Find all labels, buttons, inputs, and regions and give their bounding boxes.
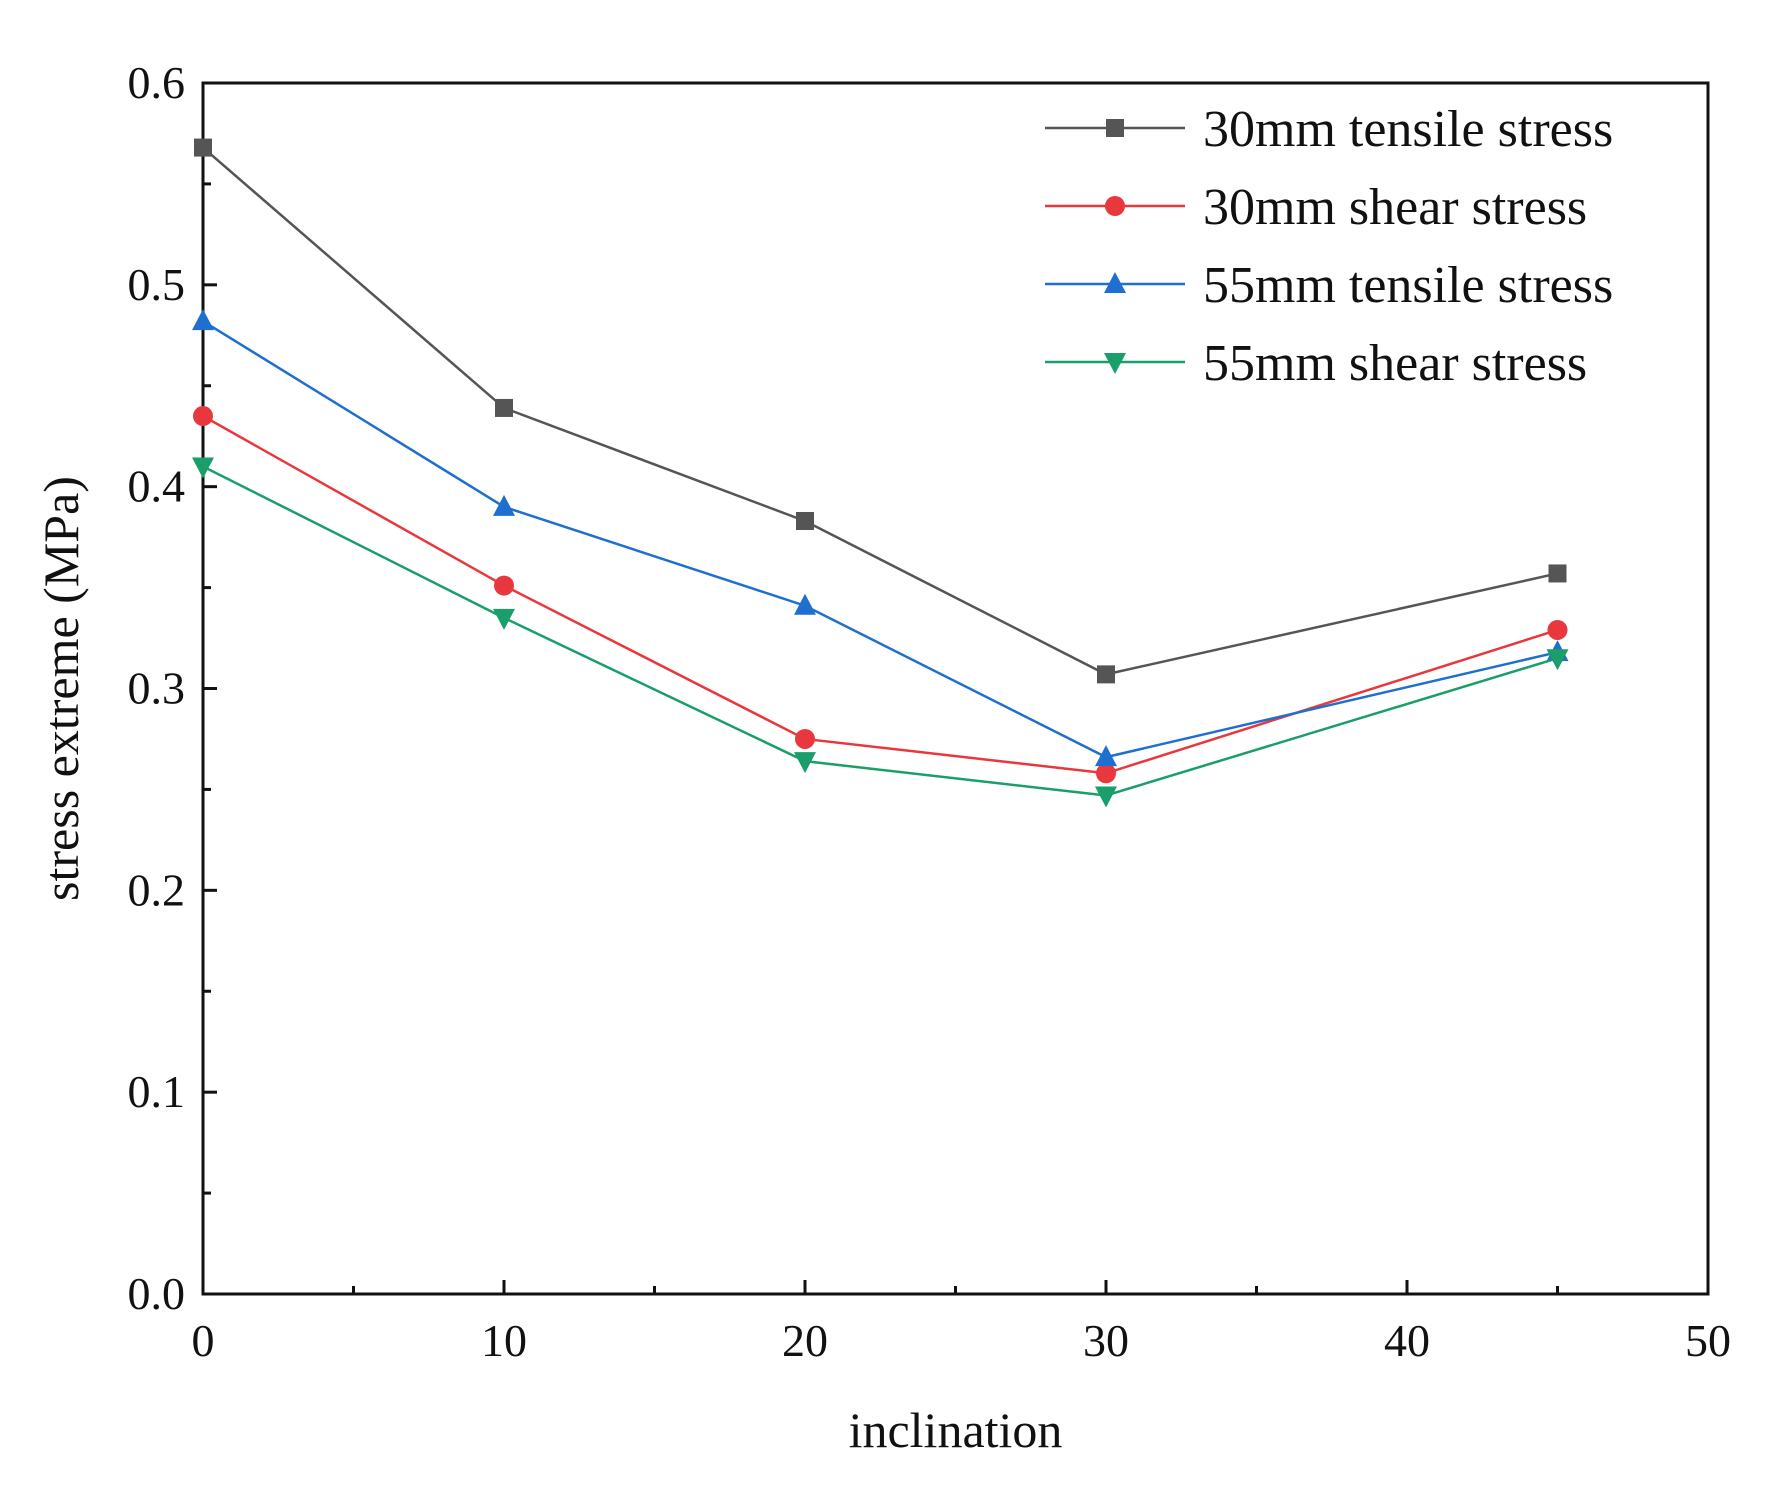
data-point	[495, 398, 513, 417]
data-point	[192, 457, 214, 479]
data-point	[1095, 786, 1117, 808]
data-point	[1548, 564, 1567, 583]
series-2	[193, 406, 1568, 784]
data-point	[794, 752, 816, 774]
legend-label: 30mm tensile stress	[1203, 101, 1613, 158]
y-tick-label: 0.1	[128, 1066, 186, 1117]
legend-label: 55mm shear stress	[1203, 335, 1587, 392]
data-point	[1096, 763, 1116, 784]
x-tick-label: 10	[481, 1315, 527, 1366]
y-tick-label: 0.3	[128, 663, 186, 714]
y-tick-label: 0.5	[128, 259, 186, 310]
x-axis-label: inclination	[849, 1402, 1063, 1458]
data-point	[193, 406, 213, 427]
legend-item: 30mm shear stress	[1045, 179, 1587, 236]
legend-item: 30mm tensile stress	[1045, 101, 1613, 158]
legend-marker	[1104, 353, 1126, 374]
legend-label: 55mm tensile stress	[1203, 257, 1613, 314]
data-point	[493, 608, 515, 630]
legend-marker	[1105, 196, 1125, 216]
data-point	[796, 511, 814, 530]
legend-marker	[1104, 272, 1126, 293]
y-axis-label: stress extreme (MPa)	[33, 476, 89, 901]
legend: 30mm tensile stress 30mm shear stress 55mm…	[1045, 101, 1613, 392]
series-line	[202, 465, 1558, 797]
x-tick-label: 30	[1083, 1315, 1129, 1366]
data-point	[194, 138, 212, 157]
legend-label: 30mm shear stress	[1203, 179, 1587, 236]
data-point	[794, 593, 816, 615]
data-point	[1097, 665, 1115, 684]
axes: 0 10 20 30 40 50 0.0 0.1 0.2 0.3 0.4 0.5 0.6	[128, 57, 1732, 1366]
x-tick-label: 0	[192, 1315, 215, 1366]
x-tick-label: 40	[1384, 1315, 1430, 1366]
data-point	[1095, 745, 1117, 767]
series-1	[194, 138, 1567, 684]
legend-marker	[1106, 119, 1124, 137]
data-point	[192, 309, 214, 331]
x-tick-label: 50	[1685, 1315, 1731, 1366]
x-tick-label: 20	[782, 1315, 828, 1366]
y-tick-label: 0.0	[128, 1268, 186, 1319]
y-tick-label: 0.4	[128, 461, 186, 512]
data-point	[493, 494, 515, 516]
legend-item: 55mm tensile stress	[1045, 257, 1613, 314]
data-point	[795, 728, 815, 749]
data-point	[1546, 649, 1569, 671]
y-tick-label: 0.2	[128, 864, 186, 915]
legend-item: 55mm shear stress	[1045, 335, 1587, 392]
data-point	[1547, 619, 1568, 640]
y-tick-label: 0.6	[128, 57, 186, 108]
series-4	[192, 457, 1569, 808]
data-point	[494, 575, 514, 596]
series-group	[192, 138, 1569, 808]
